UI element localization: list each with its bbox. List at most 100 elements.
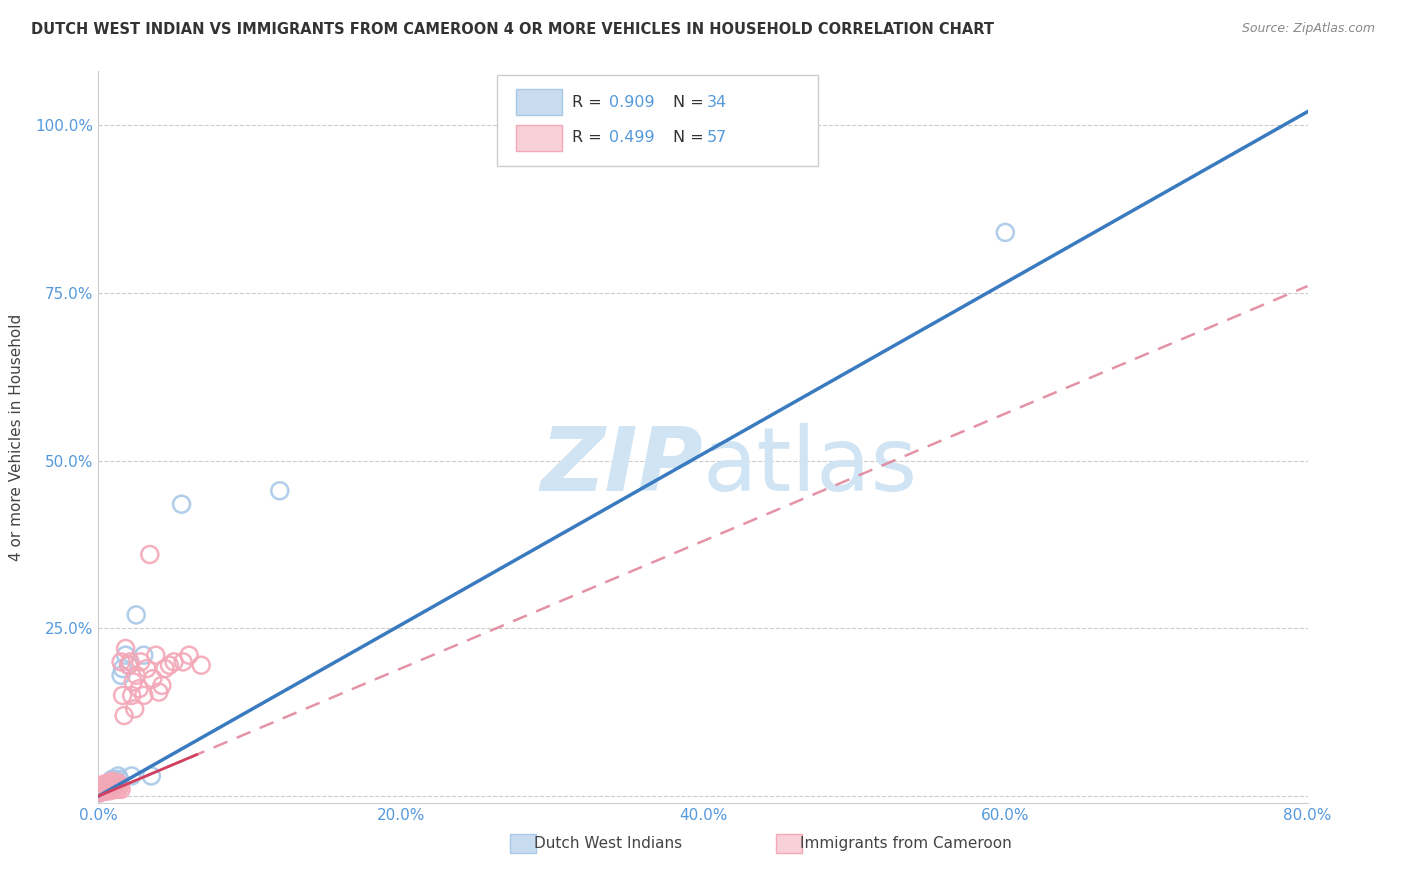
- Point: [90, 784, 112, 798]
- Point: [93, 784, 115, 798]
- Point: [96, 783, 118, 797]
- Point: [107, 775, 129, 789]
- Point: [101, 774, 124, 789]
- Point: [179, 648, 201, 662]
- Text: 57: 57: [707, 130, 727, 145]
- Point: [103, 779, 125, 793]
- Point: [153, 662, 176, 676]
- Point: [91, 780, 114, 795]
- Point: [96, 777, 118, 791]
- Point: [125, 607, 148, 622]
- Point: [118, 658, 141, 673]
- Point: [96, 780, 118, 795]
- Point: [132, 648, 155, 662]
- Point: [103, 777, 125, 791]
- Y-axis label: 4 or more Vehicles in Household: 4 or more Vehicles in Household: [10, 313, 24, 561]
- Text: R =: R =: [572, 95, 607, 110]
- Point: [100, 783, 122, 797]
- Point: [98, 780, 121, 795]
- Point: [141, 769, 163, 783]
- Point: [91, 779, 114, 793]
- Point: [91, 783, 114, 797]
- Point: [172, 655, 194, 669]
- Point: [135, 662, 157, 676]
- Point: [145, 648, 167, 662]
- Text: atlas: atlas: [703, 423, 918, 510]
- Point: [121, 689, 143, 703]
- Text: 34: 34: [707, 95, 727, 110]
- Text: Dutch West Indians: Dutch West Indians: [534, 836, 682, 851]
- Text: DUTCH WEST INDIAN VS IMMIGRANTS FROM CAMEROON 4 OR MORE VEHICLES IN HOUSEHOLD CO: DUTCH WEST INDIAN VS IMMIGRANTS FROM CAM…: [31, 22, 994, 37]
- Point: [170, 497, 193, 511]
- Point: [100, 775, 122, 789]
- Point: [111, 662, 134, 676]
- Point: [100, 780, 122, 795]
- Point: [89, 782, 111, 797]
- Point: [94, 783, 117, 797]
- Point: [110, 655, 132, 669]
- FancyBboxPatch shape: [509, 833, 536, 853]
- Point: [104, 772, 127, 787]
- Point: [108, 779, 131, 793]
- Point: [94, 782, 117, 797]
- Point: [89, 786, 111, 800]
- Point: [105, 775, 128, 789]
- Point: [93, 780, 115, 795]
- Point: [108, 772, 131, 787]
- Point: [142, 672, 165, 686]
- Point: [91, 783, 114, 797]
- Point: [139, 548, 162, 562]
- Point: [190, 658, 212, 673]
- Point: [101, 772, 124, 787]
- Point: [101, 779, 124, 793]
- FancyBboxPatch shape: [776, 833, 803, 853]
- Point: [150, 678, 173, 692]
- Point: [90, 780, 112, 795]
- Point: [129, 655, 152, 669]
- Point: [994, 226, 1017, 240]
- Point: [90, 784, 112, 798]
- Text: Immigrants from Cameroon: Immigrants from Cameroon: [800, 836, 1011, 851]
- Point: [103, 775, 125, 789]
- Point: [269, 483, 291, 498]
- Point: [104, 780, 127, 795]
- Point: [100, 777, 122, 791]
- Point: [96, 782, 118, 797]
- Text: 0.499: 0.499: [609, 130, 654, 145]
- Point: [110, 668, 132, 682]
- Point: [98, 779, 121, 793]
- Point: [125, 668, 148, 682]
- Point: [103, 782, 125, 797]
- Point: [122, 675, 145, 690]
- Point: [148, 685, 170, 699]
- Point: [93, 779, 115, 793]
- Point: [114, 641, 136, 656]
- Point: [89, 786, 111, 800]
- Point: [104, 775, 127, 789]
- Point: [128, 681, 150, 696]
- Point: [98, 775, 121, 789]
- Point: [110, 782, 132, 797]
- FancyBboxPatch shape: [516, 89, 561, 115]
- Point: [93, 782, 115, 797]
- Point: [96, 779, 118, 793]
- Point: [132, 689, 155, 703]
- Point: [98, 777, 121, 791]
- Point: [107, 769, 129, 783]
- FancyBboxPatch shape: [516, 125, 561, 151]
- Point: [159, 658, 181, 673]
- Text: N =: N =: [673, 95, 709, 110]
- Point: [112, 708, 135, 723]
- Point: [120, 655, 142, 669]
- Point: [101, 777, 124, 791]
- Point: [107, 782, 129, 797]
- Point: [93, 777, 115, 791]
- Point: [105, 779, 128, 793]
- Point: [90, 782, 112, 797]
- Point: [100, 779, 122, 793]
- Point: [163, 655, 186, 669]
- Point: [121, 769, 143, 783]
- FancyBboxPatch shape: [498, 75, 818, 167]
- Text: R =: R =: [572, 130, 607, 145]
- Point: [98, 782, 121, 797]
